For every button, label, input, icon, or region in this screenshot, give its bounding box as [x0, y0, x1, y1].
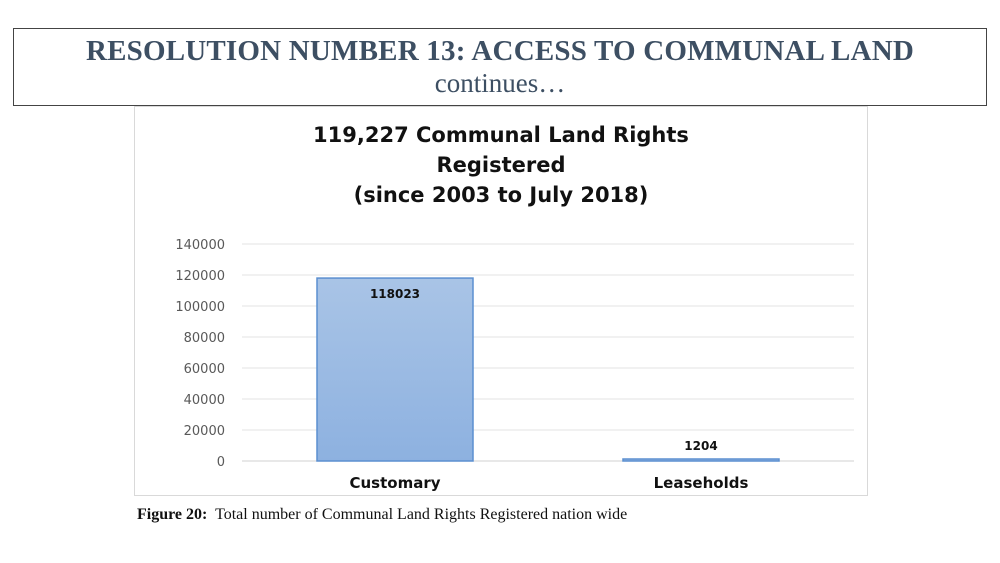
bar-chart: 0 20000 40000 60000 80000 100000 120000 140000 1…	[175, 238, 854, 492]
chart-frame	[134, 106, 868, 496]
y-tick-label: 120000	[175, 269, 225, 284]
figure-caption: Figure 20: Total number of Communal Land…	[137, 506, 627, 524]
x-category-label: Customary	[349, 474, 440, 492]
y-tick-label: 0	[217, 455, 225, 470]
y-tick-label: 40000	[184, 393, 225, 408]
chart-title-line-1: 119,227 Communal Land Rights	[313, 123, 689, 147]
y-tick-label: 60000	[184, 362, 225, 377]
y-tick-label: 80000	[184, 331, 225, 346]
x-category-label: Leaseholds	[654, 474, 749, 492]
bar-customary	[316, 277, 474, 462]
y-tick-label: 100000	[175, 300, 225, 315]
y-tick-label: 140000	[175, 238, 225, 253]
y-tick-label: 20000	[184, 424, 225, 439]
figure-caption-text: Total number of Communal Land Rights Reg…	[215, 506, 628, 523]
slide-subheading: continues…	[434, 68, 566, 98]
slide-heading: RESOLUTION NUMBER 13: ACCESS TO COMMUNAL…	[85, 35, 915, 67]
figure-caption-label: Figure 20:	[137, 506, 208, 523]
chart-title-line-2: Registered	[436, 153, 566, 177]
chart-title-line-3: (since 2003 to July 2018)	[353, 183, 649, 207]
bar-leaseholds	[622, 458, 780, 462]
slide-title-box: RESOLUTION NUMBER 13: ACCESS TO COMMUNAL…	[13, 28, 987, 106]
data-label: 118023	[370, 287, 420, 301]
chart-title: 119,227 Communal Land Rights Registered …	[134, 120, 868, 210]
data-label: 1204	[684, 439, 717, 453]
